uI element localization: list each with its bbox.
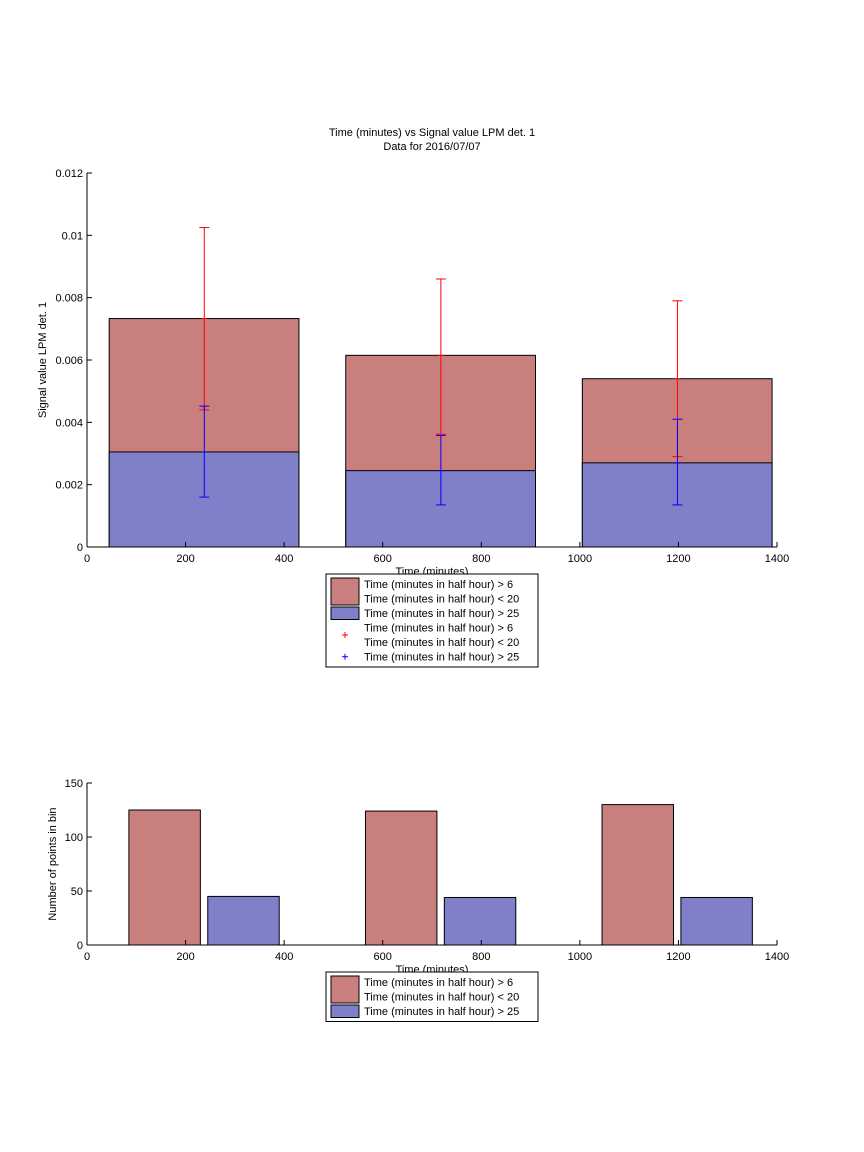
y-tick-label: 50 xyxy=(71,886,83,898)
signal-chart: Time (minutes) vs Signal value LPM det. … xyxy=(37,127,789,668)
x-tick-label: 400 xyxy=(275,951,293,963)
legend-box xyxy=(325,573,539,668)
legend-swatch xyxy=(330,606,360,620)
x-tick-label: 1000 xyxy=(568,553,592,565)
legend-label: Time (minutes in half hour) < 20 xyxy=(364,992,519,1004)
legend-swatch xyxy=(330,975,360,1004)
x-tick-label: 0 xyxy=(84,951,90,963)
legend-label: Time (minutes in half hour) < 20 xyxy=(364,637,519,649)
legend-label: Time (minutes in half hour) > 25 xyxy=(364,652,519,664)
bar xyxy=(680,896,753,946)
legend-label: Time (minutes in half hour) > 6 xyxy=(364,977,513,989)
bar xyxy=(601,804,674,946)
chart-title: Time (minutes) vs Signal value LPM det. … xyxy=(329,127,535,139)
legend-label: Time (minutes in half hour) > 25 xyxy=(364,1006,519,1018)
y-tick-label: 0.004 xyxy=(55,417,83,429)
x-tick-label: 800 xyxy=(472,553,490,565)
y-axis-label: Signal value LPM det. 1 xyxy=(37,302,49,418)
legend-label: Time (minutes in half hour) > 6 xyxy=(364,579,513,591)
legend-label: Time (minutes in half hour) > 6 xyxy=(364,623,513,635)
legend-swatch xyxy=(330,577,360,606)
legend: Time (minutes in half hour) > 6 Time (min… xyxy=(325,971,539,1022)
y-tick-label: 0.012 xyxy=(55,168,83,180)
y-tick-label: 0 xyxy=(77,940,83,952)
y-axis-label: Number of points in bin xyxy=(47,807,59,920)
y-tick-label: 0.01 xyxy=(62,230,83,242)
bar xyxy=(364,810,438,946)
bar xyxy=(207,895,280,946)
x-tick-label: 400 xyxy=(275,553,293,565)
y-tick-label: 0.006 xyxy=(55,355,83,367)
count-chart: 0 200 400 600 800 1000 1200 1400 0 50 100 150 Time … xyxy=(47,778,789,1022)
x-tick-label: 1400 xyxy=(765,951,789,963)
x-tick-label: 200 xyxy=(176,553,194,565)
bar xyxy=(443,896,517,946)
x-tick-label: 1000 xyxy=(568,951,592,963)
x-tick-label: 1200 xyxy=(666,553,690,565)
legend-swatch xyxy=(330,1004,360,1018)
bar xyxy=(128,809,201,946)
y-tick-label: 100 xyxy=(65,832,83,844)
x-tick-label: 1200 xyxy=(666,951,690,963)
x-tick-label: 600 xyxy=(374,951,392,963)
x-tick-label: 200 xyxy=(176,951,194,963)
chart-subtitle: Data for 2016/07/07 xyxy=(383,141,480,153)
legend-label: Time (minutes in half hour) > 25 xyxy=(364,608,519,620)
x-tick-label: 800 xyxy=(472,951,490,963)
x-tick-label: 600 xyxy=(374,553,392,565)
y-tick-label: 0 xyxy=(77,542,83,554)
y-tick-label: 0.002 xyxy=(55,480,83,492)
x-tick-label: 1400 xyxy=(765,553,789,565)
y-tick-label: 150 xyxy=(65,778,83,790)
x-tick-label: 0 xyxy=(84,553,90,565)
y-tick-label: 0.008 xyxy=(55,293,83,305)
legend-label: Time (minutes in half hour) < 20 xyxy=(364,594,519,606)
legend-box xyxy=(325,971,539,1022)
legend: Time (minutes in half hour) > 6 Time (min… xyxy=(325,573,539,668)
